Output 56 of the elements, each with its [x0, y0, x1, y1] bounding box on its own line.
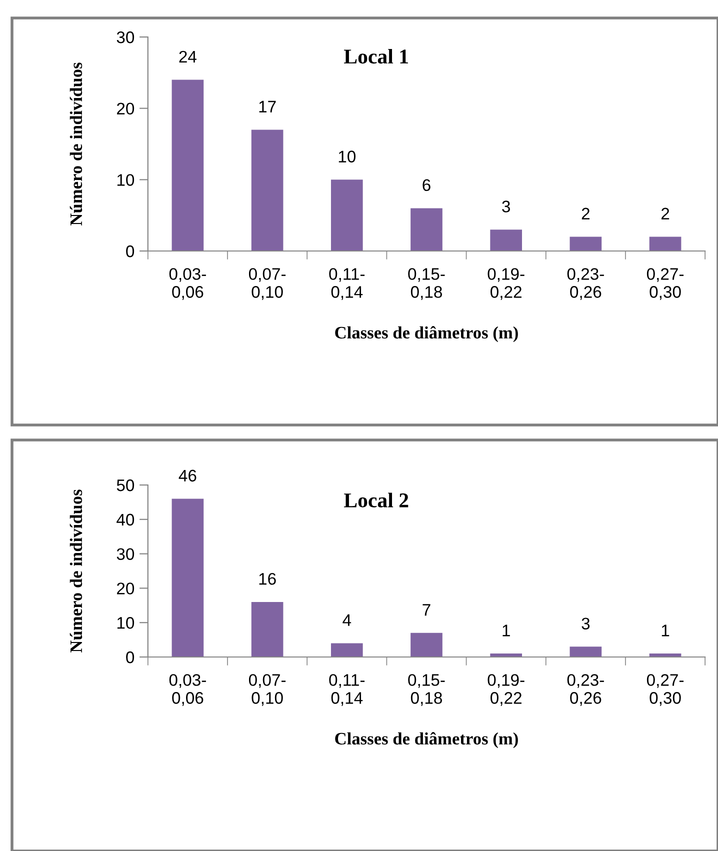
x-tick-label: 0,23- 0,26	[567, 674, 604, 706]
data-label: 1	[502, 624, 510, 636]
bar	[330, 180, 363, 251]
y-tick-label: 10	[117, 174, 134, 186]
y-tick-label: 30	[116, 31, 134, 44]
x-tick-label: 0,27- 0,30	[646, 268, 684, 300]
x-tick-label: 0,03- 0,06	[169, 268, 206, 300]
bar	[649, 236, 682, 251]
x-tick-label: 0,15- 0,18	[408, 674, 445, 706]
y-tick-label: 0	[126, 245, 134, 258]
x-tick-label: 0,19- 0,22	[488, 268, 524, 300]
data-label: 16	[259, 572, 276, 585]
y-tick-label: 40	[116, 514, 134, 526]
chart-title: Local 2	[344, 492, 408, 508]
x-tick-label: 0,15- 0,18	[408, 268, 445, 300]
data-label: 1	[662, 624, 670, 636]
data-label: 46	[178, 470, 196, 482]
data-label: 7	[422, 604, 430, 616]
x-tick-label: 0,19- 0,22	[488, 674, 524, 706]
bar	[330, 643, 363, 657]
y-axis-title: Número de indivíduos	[70, 490, 82, 653]
bar	[410, 208, 442, 251]
data-label: 3	[502, 200, 510, 212]
data-label: 2	[661, 208, 670, 220]
x-tick-label: 0,27- 0,30	[646, 674, 684, 706]
x-tick-label: 0,11- 0,14	[329, 674, 365, 706]
data-label: 2	[582, 208, 590, 220]
y-tick-label: 10	[117, 617, 134, 629]
x-tick-label: 0,07- 0,10	[248, 268, 286, 300]
y-tick-label: 20	[117, 102, 134, 115]
bar	[251, 602, 284, 657]
bar	[570, 646, 602, 657]
y-tick-label: 20	[117, 582, 134, 594]
x-tick-label: 0,11- 0,14	[329, 268, 365, 300]
bar	[490, 230, 522, 251]
data-label: 17	[259, 100, 276, 112]
data-label: 24	[179, 50, 196, 62]
data-label: 3	[582, 618, 590, 630]
x-axis-title: Classes de diâmetros (m)	[335, 732, 518, 748]
y-tick-label: 30	[116, 548, 134, 560]
x-axis-title: Classes de diâmetros (m)	[335, 326, 518, 342]
x-tick-label: 0,03- 0,06	[169, 674, 206, 706]
data-label: 6	[422, 179, 430, 192]
bar	[410, 632, 442, 657]
y-tick-label: 50	[116, 479, 134, 492]
x-tick-label: 0,07- 0,10	[248, 674, 286, 706]
bar	[251, 130, 284, 251]
chart-title: Local 1	[344, 48, 408, 64]
data-label: 4	[342, 614, 352, 626]
bar	[172, 498, 204, 657]
y-axis-title: Número de indivíduos	[70, 62, 82, 226]
y-tick-label: 0	[126, 651, 134, 664]
bar	[172, 80, 204, 251]
bar	[570, 236, 602, 251]
x-tick-label: 0,23- 0,26	[567, 268, 604, 300]
data-label: 10	[338, 150, 356, 162]
